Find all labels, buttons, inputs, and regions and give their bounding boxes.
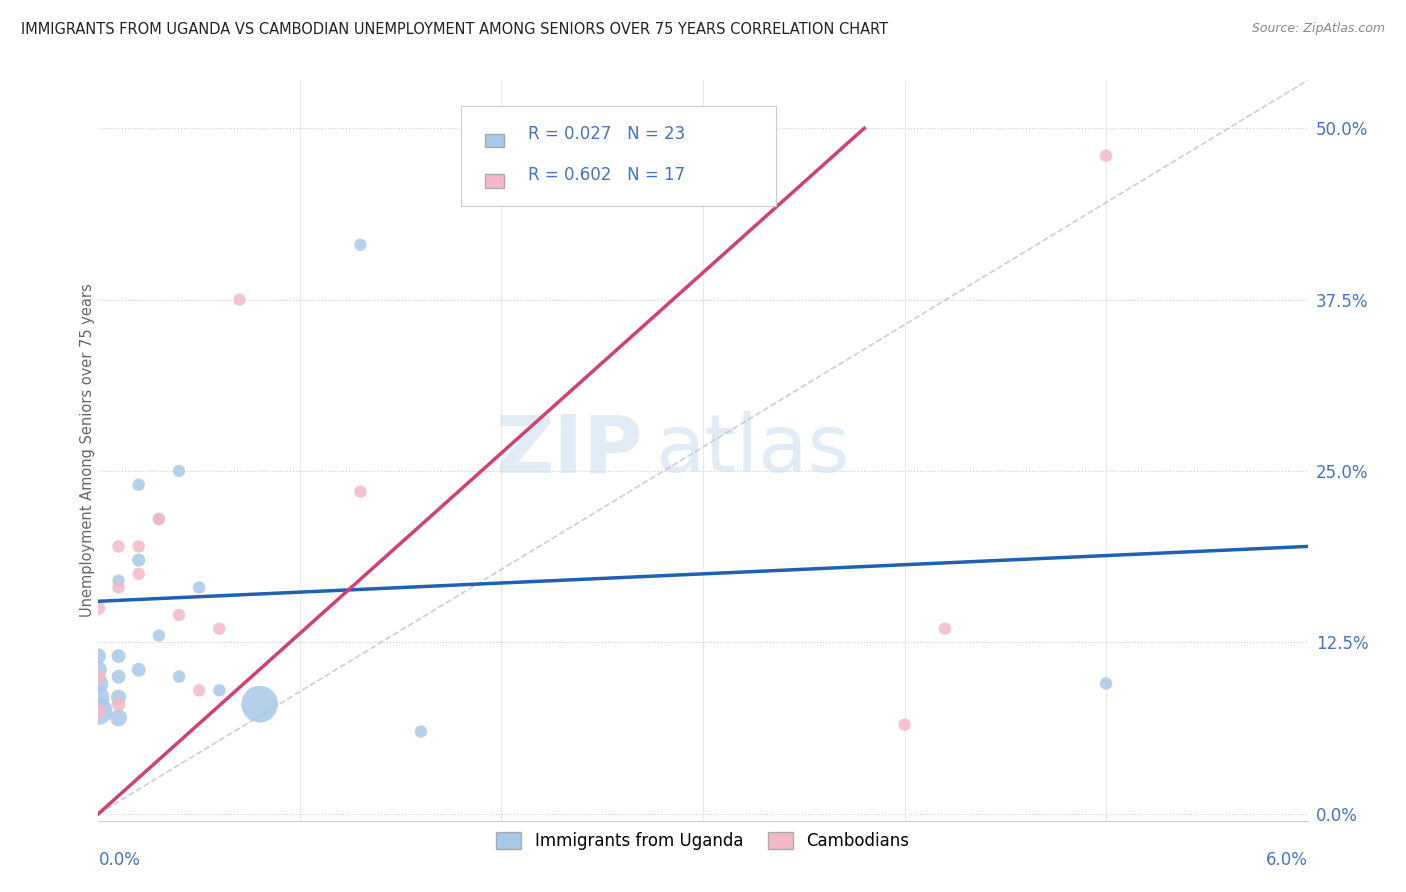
FancyBboxPatch shape xyxy=(461,106,776,206)
Point xyxy=(148,629,170,643)
Point xyxy=(107,697,129,711)
Point xyxy=(934,622,956,636)
Point xyxy=(87,690,110,705)
Y-axis label: Unemployment Among Seniors over 75 years: Unemployment Among Seniors over 75 years xyxy=(80,284,94,617)
Point xyxy=(128,553,150,567)
Point xyxy=(228,293,250,307)
Point xyxy=(107,574,129,588)
Point xyxy=(409,724,432,739)
Text: IMMIGRANTS FROM UGANDA VS CAMBODIAN UNEMPLOYMENT AMONG SENIORS OVER 75 YEARS COR: IMMIGRANTS FROM UGANDA VS CAMBODIAN UNEM… xyxy=(21,22,889,37)
Point xyxy=(208,683,231,698)
Point xyxy=(208,622,231,636)
Point xyxy=(349,484,371,499)
FancyBboxPatch shape xyxy=(485,174,503,187)
Point xyxy=(128,663,150,677)
Point xyxy=(188,581,211,595)
Point xyxy=(107,649,129,664)
Point xyxy=(167,607,190,622)
Point xyxy=(107,711,129,725)
Text: ZIP: ZIP xyxy=(495,411,643,490)
Point xyxy=(107,581,129,595)
Point xyxy=(87,649,110,664)
Legend: Immigrants from Uganda, Cambodians: Immigrants from Uganda, Cambodians xyxy=(489,825,917,856)
Point xyxy=(87,670,110,684)
Text: R = 0.027   N = 23: R = 0.027 N = 23 xyxy=(527,126,685,144)
Text: atlas: atlas xyxy=(655,411,849,490)
Text: 0.0%: 0.0% xyxy=(98,851,141,869)
Point xyxy=(87,704,110,718)
Point xyxy=(87,676,110,690)
Point xyxy=(167,670,190,684)
Point xyxy=(87,663,110,677)
Point xyxy=(1095,676,1118,690)
Point xyxy=(249,697,271,711)
Text: R = 0.602   N = 17: R = 0.602 N = 17 xyxy=(527,166,685,184)
Point xyxy=(87,601,110,615)
Point xyxy=(128,566,150,581)
Point xyxy=(1095,149,1118,163)
Point xyxy=(893,717,915,731)
Point xyxy=(148,512,170,526)
Point xyxy=(87,704,110,718)
Point xyxy=(107,690,129,705)
Point xyxy=(107,540,129,554)
Point xyxy=(107,670,129,684)
Point xyxy=(349,237,371,252)
FancyBboxPatch shape xyxy=(485,134,503,147)
Point xyxy=(148,512,170,526)
Text: 6.0%: 6.0% xyxy=(1265,851,1308,869)
Text: Source: ZipAtlas.com: Source: ZipAtlas.com xyxy=(1251,22,1385,36)
Point xyxy=(128,477,150,491)
Point xyxy=(167,464,190,478)
Point xyxy=(188,683,211,698)
Point xyxy=(128,540,150,554)
